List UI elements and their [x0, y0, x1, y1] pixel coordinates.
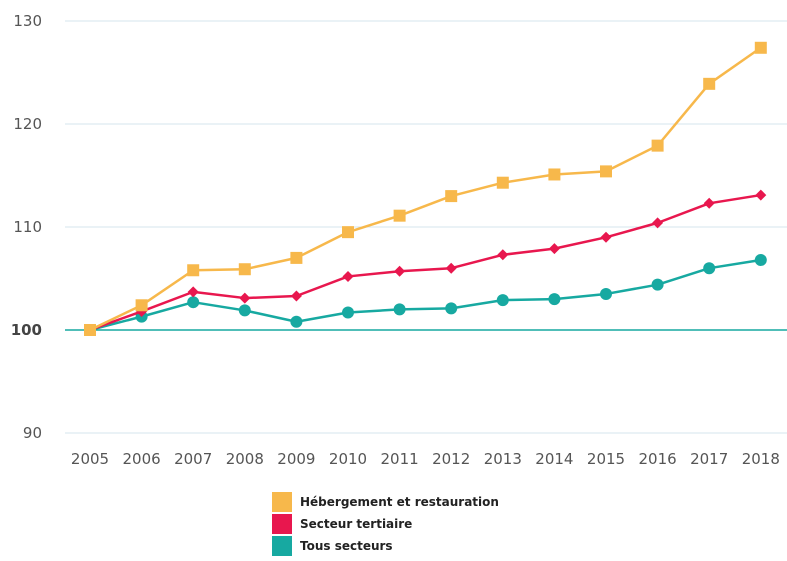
series-line [89, 193, 761, 332]
y-tick-label: 120 [13, 115, 42, 133]
x-tick-label: 2007 [174, 450, 212, 468]
y-tick-label: 90 [23, 424, 42, 442]
data-point [600, 231, 612, 243]
data-point [238, 304, 251, 317]
x-tick-label: 2011 [381, 450, 419, 468]
data-point [703, 197, 715, 209]
data-point [187, 286, 199, 298]
data-point [754, 253, 767, 266]
data-point [548, 168, 561, 181]
data-point [187, 264, 200, 277]
data-point [548, 293, 561, 306]
data-point [445, 190, 458, 203]
data-point [652, 217, 664, 229]
series-line [89, 258, 761, 332]
data-point [290, 315, 303, 328]
legend: Hébergement et restauration Secteur tert… [272, 491, 499, 557]
data-point [393, 209, 406, 222]
y-tick-label: 110 [13, 218, 42, 236]
x-tick-label: 2005 [71, 450, 109, 468]
data-point [497, 249, 509, 261]
x-tick-label: 2018 [742, 450, 780, 468]
x-tick-label: 2015 [587, 450, 625, 468]
data-point [600, 165, 612, 178]
data-point [342, 306, 354, 319]
legend-item-hebergement: Hébergement et restauration [272, 491, 499, 513]
x-tick-label: 2017 [690, 450, 728, 468]
data-point [239, 292, 251, 304]
data-point [342, 270, 354, 282]
x-tick-label: 2006 [123, 450, 161, 468]
y-tick-label: 130 [13, 12, 42, 30]
legend-swatch [272, 536, 292, 556]
x-tick-label: 2013 [484, 450, 522, 468]
data-point [394, 265, 406, 277]
data-point [187, 296, 200, 309]
data-point [238, 263, 251, 276]
data-point [290, 251, 303, 264]
data-point [135, 299, 148, 312]
legend-item-tous-secteurs: Tous secteurs [272, 535, 499, 557]
legend-label: Tous secteurs [300, 539, 393, 553]
x-tick-label: 2016 [639, 450, 677, 468]
legend-swatch [272, 492, 292, 512]
legend-label: Hébergement et restauration [300, 495, 499, 509]
data-point [651, 278, 664, 291]
x-tick-label: 2008 [226, 450, 264, 468]
legend-item-secteur-tertiaire: Secteur tertiaire [272, 513, 499, 535]
x-tick-label: 2010 [329, 450, 367, 468]
data-point [445, 302, 458, 315]
x-tick-label: 2014 [535, 450, 573, 468]
legend-swatch [272, 514, 292, 534]
data-point [342, 226, 354, 239]
data-point [393, 303, 406, 316]
legend-label: Secteur tertiaire [300, 517, 413, 531]
data-point [445, 262, 457, 274]
data-point [548, 243, 560, 255]
y-tick-label: 100 [11, 321, 42, 339]
data-point [755, 189, 767, 201]
data-point [496, 176, 509, 189]
data-point [290, 290, 302, 302]
x-tick-label: 2009 [277, 450, 315, 468]
data-point [600, 287, 612, 300]
data-point [754, 41, 767, 54]
line-chart: 90 100 110 120 130 2005 2006 2007 2008 2009 2010 20… [11, 12, 787, 468]
x-tick-label: 2012 [432, 450, 470, 468]
series-line [89, 46, 762, 332]
data-point [84, 324, 96, 336]
data-point [703, 77, 716, 90]
data-point [496, 294, 509, 307]
data-point [703, 262, 716, 275]
data-point [651, 139, 664, 152]
